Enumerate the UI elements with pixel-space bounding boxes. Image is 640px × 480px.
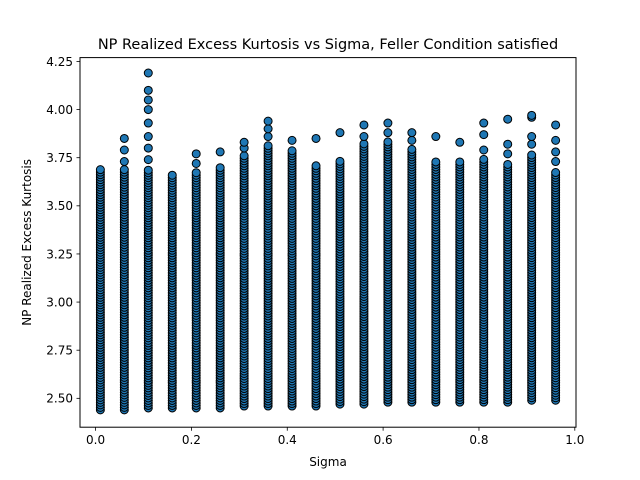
- x-tick-label: 1.0: [565, 433, 584, 447]
- x-axis-ticks: 0.0 0.2 0.4 0.6 0.8 1.0: [86, 427, 584, 447]
- data-point: [263, 116, 273, 126]
- y-tick-label: 3.00: [46, 295, 73, 309]
- data-point: [527, 110, 537, 120]
- data-point: [431, 157, 441, 167]
- y-tick-label: 4.00: [46, 103, 73, 117]
- data-point: [143, 132, 153, 142]
- data-point: [527, 139, 537, 149]
- data-point: [119, 145, 129, 155]
- data-point: [215, 163, 225, 173]
- data-point: [215, 147, 225, 157]
- data-point: [503, 114, 513, 124]
- data-point: [191, 158, 201, 168]
- data-point: [287, 135, 297, 145]
- y-tick-label: 3.50: [46, 199, 73, 213]
- data-point: [335, 156, 345, 166]
- data-point: [239, 151, 249, 161]
- data-point: [479, 145, 489, 155]
- data-point: [431, 132, 441, 142]
- y-tick-label: 3.25: [46, 247, 73, 261]
- data-point: [359, 120, 369, 130]
- x-tick-label: 0.4: [278, 433, 297, 447]
- data-point: [383, 137, 393, 147]
- data-point: [119, 165, 129, 175]
- data-point: [143, 118, 153, 128]
- y-axis-ticks: 2.50 2.75 3.00 3.25 3.50 3.75 4.00 4.25: [46, 55, 80, 406]
- data-point: [551, 147, 561, 157]
- data-point: [239, 137, 249, 147]
- data-points: [95, 68, 561, 415]
- data-point: [527, 132, 537, 142]
- x-tick-label: 0.0: [86, 433, 105, 447]
- data-point: [263, 132, 273, 142]
- data-point: [311, 161, 321, 171]
- data-point: [143, 143, 153, 153]
- data-point: [119, 133, 129, 143]
- x-axis-label: Sigma: [309, 455, 347, 469]
- plot-frame: [79, 57, 577, 428]
- y-tick-label: 4.25: [46, 55, 73, 69]
- data-point: [359, 139, 369, 149]
- data-point: [407, 144, 417, 154]
- data-point: [455, 157, 465, 167]
- data-point: [143, 155, 153, 165]
- data-point: [263, 141, 273, 151]
- data-point: [479, 154, 489, 164]
- data-point: [119, 157, 129, 167]
- data-point: [383, 128, 393, 138]
- data-point: [143, 165, 153, 175]
- data-point: [143, 105, 153, 115]
- data-point: [143, 68, 153, 78]
- data-point: [359, 132, 369, 142]
- data-point: [287, 146, 297, 156]
- y-tick-label: 3.75: [46, 151, 73, 165]
- data-point: [455, 137, 465, 147]
- x-tick-label: 0.2: [182, 433, 201, 447]
- data-point: [167, 170, 177, 180]
- x-tick-label: 0.6: [374, 433, 393, 447]
- y-tick-label: 2.75: [46, 344, 73, 358]
- y-axis-label: NP Realized Excess Kurtosis: [20, 159, 34, 326]
- data-point: [143, 85, 153, 95]
- data-point: [383, 118, 393, 128]
- data-point: [191, 168, 201, 178]
- x-tick-label: 0.8: [469, 433, 488, 447]
- data-point: [263, 124, 273, 134]
- data-point: [335, 128, 345, 138]
- data-point: [311, 133, 321, 143]
- data-point: [527, 150, 537, 160]
- data-point: [503, 139, 513, 149]
- data-point: [503, 149, 513, 159]
- data-point: [503, 159, 513, 169]
- data-point: [95, 165, 105, 175]
- data-point: [551, 168, 561, 178]
- data-point: [191, 149, 201, 159]
- data-point: [479, 130, 489, 140]
- data-point: [551, 120, 561, 130]
- chart-title: NP Realized Excess Kurtosis vs Sigma, Fe…: [98, 37, 558, 53]
- data-point: [407, 135, 417, 145]
- data-point: [407, 128, 417, 138]
- data-point: [551, 157, 561, 167]
- data-point: [551, 135, 561, 145]
- y-tick-label: 2.50: [46, 392, 73, 406]
- data-point: [479, 118, 489, 128]
- data-point: [143, 95, 153, 105]
